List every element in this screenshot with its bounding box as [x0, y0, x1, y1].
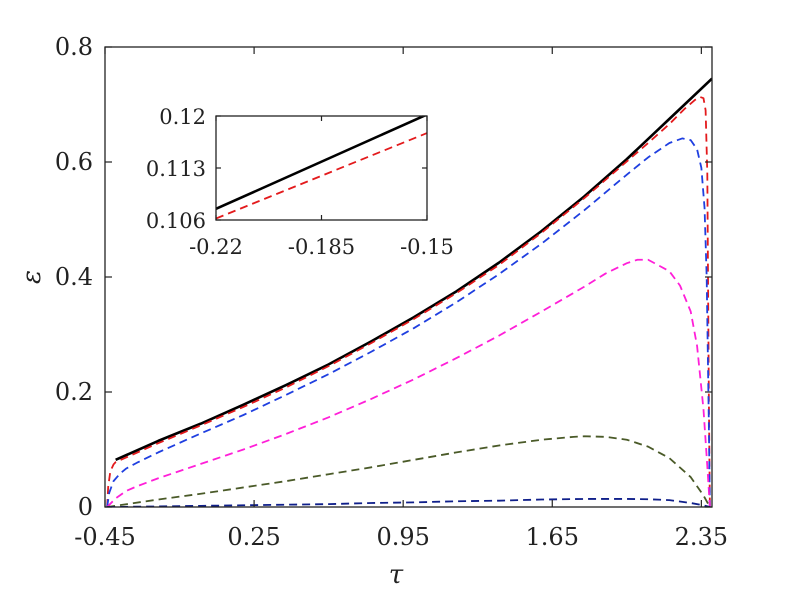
- inset-y-tick-label: 0.12: [159, 105, 206, 129]
- main-series-line-0: [115, 77, 712, 462]
- main-x-tick-label: 1.65: [526, 523, 579, 551]
- inset-ticks-layer: -0.22 -0.185 -0.15 0.106 0.113 0.12: [146, 105, 454, 259]
- main-series-line-4: [106, 435, 711, 507]
- inset-y-tick-label: 0.113: [146, 157, 206, 181]
- main-y-tick-label: 0.2: [55, 378, 93, 406]
- inset-series-line-1: [216, 132, 427, 220]
- inset-x-tick-label: -0.22: [189, 235, 243, 259]
- inset-x-tick-label: -0.185: [288, 235, 355, 259]
- main-y-tick-label: 0.6: [55, 148, 93, 176]
- inset-x-tick-label: -0.15: [400, 235, 454, 259]
- main-plot: -0.45 0.25 0.95 1.65 2.35 0 0.2 0.4 0.6 0.8 τ ε: [17, 33, 728, 590]
- inset-series-line-0: [216, 116, 427, 211]
- main-series-layer: [106, 77, 712, 507]
- main-series-line-3: [106, 258, 711, 507]
- main-y-tick-label: 0.8: [55, 33, 93, 61]
- inset-background: [216, 116, 427, 220]
- main-x-tick-label: -0.45: [74, 523, 136, 551]
- main-y-tick-label: 0.4: [55, 263, 93, 291]
- main-series-line-1: [106, 96, 711, 507]
- main-x-tick-label: 0.95: [376, 523, 429, 551]
- main-x-tick-label: 2.35: [675, 523, 728, 551]
- main-ticks-layer: -0.45 0.25 0.95 1.65 2.35 0 0.2 0.4 0.6 0.8: [55, 33, 728, 551]
- main-series-line-5: [107, 498, 711, 507]
- main-y-tick-label: 0: [78, 493, 93, 521]
- inset-plot: -0.22 -0.185 -0.15 0.106 0.113 0.12: [146, 105, 454, 259]
- main-x-tick-label: 0.25: [227, 523, 280, 551]
- inset-y-tick-label: 0.106: [146, 209, 206, 233]
- main-y-axis-title: ε: [17, 270, 47, 284]
- inset-series-layer: [216, 116, 427, 220]
- main-x-axis-title: τ: [389, 560, 404, 590]
